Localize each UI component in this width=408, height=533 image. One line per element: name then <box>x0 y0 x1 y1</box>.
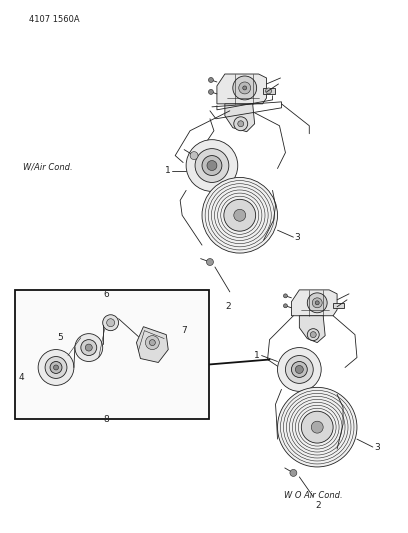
Polygon shape <box>225 104 255 132</box>
Circle shape <box>312 298 322 308</box>
Polygon shape <box>291 290 337 316</box>
Circle shape <box>149 340 155 345</box>
Circle shape <box>106 319 115 327</box>
Circle shape <box>290 470 297 477</box>
Circle shape <box>75 334 103 361</box>
Circle shape <box>233 76 257 100</box>
Circle shape <box>315 301 319 305</box>
Circle shape <box>206 259 213 265</box>
Text: 3: 3 <box>374 442 379 451</box>
Circle shape <box>307 293 327 313</box>
Circle shape <box>310 332 316 337</box>
Circle shape <box>50 361 62 374</box>
Circle shape <box>284 294 287 298</box>
Circle shape <box>103 315 119 330</box>
Text: 6: 6 <box>104 290 109 299</box>
Circle shape <box>195 149 229 182</box>
Circle shape <box>224 199 256 231</box>
Circle shape <box>85 344 92 351</box>
Text: 7: 7 <box>181 326 187 335</box>
Bar <box>15 290 209 419</box>
Text: 1: 1 <box>164 166 170 175</box>
Circle shape <box>186 140 238 191</box>
Circle shape <box>243 86 247 90</box>
Text: 8: 8 <box>104 415 109 424</box>
Polygon shape <box>217 74 266 104</box>
Circle shape <box>93 387 101 395</box>
Circle shape <box>238 121 244 127</box>
Circle shape <box>307 329 319 341</box>
Text: 1: 1 <box>254 351 259 360</box>
Circle shape <box>45 357 67 378</box>
Circle shape <box>277 387 357 467</box>
Text: 4107 1560A: 4107 1560A <box>29 15 80 25</box>
Polygon shape <box>299 316 325 343</box>
Circle shape <box>190 151 198 159</box>
Circle shape <box>208 77 213 83</box>
Text: W/Air Cond.: W/Air Cond. <box>23 163 73 172</box>
Circle shape <box>277 348 321 391</box>
Text: 5: 5 <box>57 333 63 342</box>
Circle shape <box>234 117 248 131</box>
Circle shape <box>81 340 97 356</box>
Text: 2: 2 <box>315 501 321 510</box>
Text: W O Air Cond.: W O Air Cond. <box>284 491 343 500</box>
Circle shape <box>202 156 222 175</box>
Text: 2: 2 <box>225 302 231 311</box>
Circle shape <box>234 209 246 221</box>
Circle shape <box>286 356 313 383</box>
Circle shape <box>38 350 74 385</box>
Circle shape <box>291 361 307 377</box>
Circle shape <box>284 304 287 308</box>
Polygon shape <box>136 327 168 362</box>
Circle shape <box>295 366 303 374</box>
Circle shape <box>202 177 277 253</box>
Circle shape <box>239 82 251 94</box>
Circle shape <box>53 365 58 370</box>
Circle shape <box>207 160 217 171</box>
Circle shape <box>145 336 159 350</box>
Circle shape <box>208 90 213 94</box>
Bar <box>263 88 275 94</box>
Circle shape <box>266 88 272 94</box>
Circle shape <box>311 421 323 433</box>
Circle shape <box>302 411 333 443</box>
Text: 3: 3 <box>295 232 300 241</box>
Bar <box>333 303 344 308</box>
Text: 4: 4 <box>19 373 24 382</box>
